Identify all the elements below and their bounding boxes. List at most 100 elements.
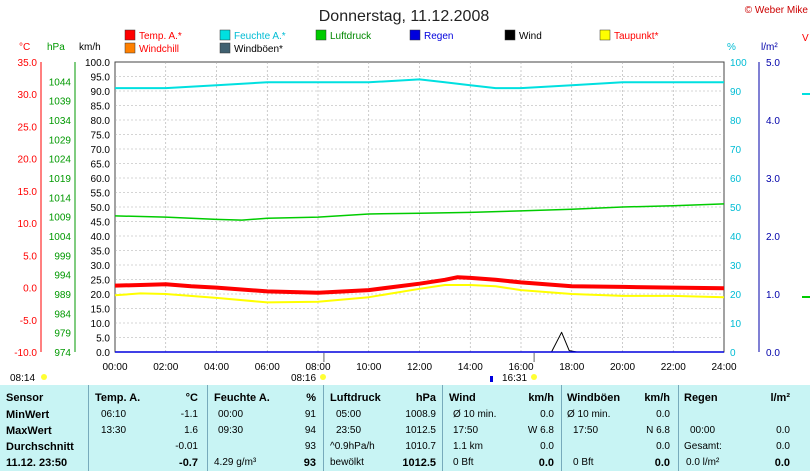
legend-label: Wind bbox=[519, 31, 542, 42]
rain-total: 0.0 bbox=[776, 441, 790, 452]
temp-tick: -10.0 bbox=[14, 348, 37, 359]
table-divider bbox=[207, 385, 208, 471]
temp-max: 1.6 bbox=[184, 425, 198, 436]
rain-tick: 5.0 bbox=[766, 58, 780, 69]
press-tick: 984 bbox=[54, 309, 71, 320]
press-tick: 989 bbox=[54, 290, 71, 301]
press-header: Luftdruck bbox=[330, 392, 381, 404]
table-divider bbox=[442, 385, 443, 471]
hum-tick: 10 bbox=[730, 319, 742, 330]
wind-tick: 45.0 bbox=[91, 218, 111, 229]
legend-swatch bbox=[124, 42, 136, 54]
wind-axis-unit: km/h bbox=[79, 42, 101, 53]
press-tick: 1039 bbox=[49, 97, 72, 108]
hum-axis-unit: % bbox=[727, 42, 736, 53]
press-unit: hPa bbox=[415, 392, 436, 404]
press-forecast: bewölkt bbox=[330, 457, 364, 468]
wind-current: 0.0 bbox=[538, 457, 554, 469]
press-min-time: 05:00 bbox=[336, 409, 362, 420]
legend-label: Luftdruck bbox=[330, 31, 372, 42]
wind-header: Wind bbox=[449, 392, 476, 404]
rain-total-label: Gesamt: bbox=[684, 441, 722, 452]
table-divider bbox=[88, 385, 89, 471]
gust-max-time: 17:50 bbox=[573, 425, 599, 436]
gust-unit: km/h bbox=[644, 392, 670, 404]
x-tick: 08:00 bbox=[305, 362, 330, 373]
temp-tick: -5.0 bbox=[20, 316, 38, 327]
temp-tick: 15.0 bbox=[18, 187, 38, 198]
hum-avg: 93 bbox=[304, 441, 316, 452]
legend-swatch bbox=[219, 29, 231, 41]
x-tick: 22:00 bbox=[661, 362, 686, 373]
series-line bbox=[115, 78, 724, 90]
temp-tick: 35.0 bbox=[18, 58, 38, 69]
press-trend: ^0.9hPa/h bbox=[330, 441, 375, 452]
legend-swatch bbox=[219, 42, 231, 54]
hum-tick: 0 bbox=[730, 348, 736, 359]
rain-marker bbox=[490, 376, 493, 382]
x-tick: 12:00 bbox=[407, 362, 432, 373]
sun-icon bbox=[41, 374, 47, 380]
sun-markers: 08:14 08:16 16:31 bbox=[10, 353, 537, 384]
hum-tick: 60 bbox=[730, 174, 742, 185]
legend-label: Regen bbox=[424, 31, 453, 42]
press-min: 1008.9 bbox=[405, 409, 436, 420]
temp-tick: 25.0 bbox=[18, 122, 38, 133]
x-tick: 24:00 bbox=[711, 362, 736, 373]
gust-max: N 6.8 bbox=[646, 425, 670, 436]
rain-tick: 3.0 bbox=[766, 174, 780, 185]
gust-header: Windböen bbox=[567, 392, 621, 404]
credit-label: © Weber Mike bbox=[745, 5, 809, 16]
legend-swatch bbox=[315, 29, 327, 41]
wind-tick: 90.0 bbox=[91, 87, 111, 98]
table-divider bbox=[323, 385, 324, 471]
rain-tick: 4.0 bbox=[766, 116, 780, 127]
hum-min: 91 bbox=[304, 409, 316, 420]
chart-series bbox=[114, 78, 725, 353]
legend-label: Windchill bbox=[139, 44, 179, 55]
x-tick: 14:00 bbox=[458, 362, 483, 373]
legend-swatch bbox=[599, 29, 611, 41]
wind-tick: 65.0 bbox=[91, 160, 111, 171]
x-tick: 16:00 bbox=[508, 362, 533, 373]
rain-current: 0.0 bbox=[774, 457, 790, 469]
wind-tick: 5.0 bbox=[96, 334, 110, 345]
press-tick: 1044 bbox=[49, 77, 72, 88]
wind-tick: 70.0 bbox=[91, 145, 111, 156]
gust-current: 0.0 bbox=[654, 457, 670, 469]
gust-avg: 0.0 bbox=[656, 441, 670, 452]
hum-absolute: 4.29 g/m³ bbox=[214, 457, 257, 468]
temp-tick: 20.0 bbox=[18, 155, 38, 166]
wind-tick: 25.0 bbox=[91, 276, 111, 287]
rain-unit: l/m² bbox=[770, 392, 790, 404]
press-tick: 974 bbox=[54, 348, 71, 359]
series-line bbox=[114, 284, 725, 304]
temp-unit: °C bbox=[185, 392, 198, 404]
row-label-avg: Durchschnitt bbox=[6, 441, 74, 453]
rain-axis-unit: l/m² bbox=[761, 42, 778, 53]
rain-max-time: 00:00 bbox=[690, 425, 716, 436]
wind-tick: 60.0 bbox=[91, 174, 111, 185]
temp-header: Temp. A. bbox=[95, 392, 141, 404]
wind-tick: 95.0 bbox=[91, 73, 111, 84]
legend-swatch bbox=[409, 29, 421, 41]
gust-bft: 0 Bft bbox=[573, 457, 594, 468]
temp-tick: 10.0 bbox=[18, 219, 38, 230]
weather-chart: Donnerstag, 11.12.2008 © Weber Mike Temp… bbox=[10, 5, 810, 384]
x-tick: 04:00 bbox=[204, 362, 229, 373]
press-tick: 1019 bbox=[49, 174, 72, 185]
wind-unit: km/h bbox=[528, 392, 554, 404]
wind-tick: 0.0 bbox=[96, 348, 110, 359]
press-tick: 1014 bbox=[49, 193, 72, 204]
gust-avg-label: Ø 10 min. bbox=[567, 409, 611, 420]
sun-icon bbox=[320, 374, 326, 380]
row-label-min: MinWert bbox=[6, 409, 50, 421]
legend-label: Temp. A.* bbox=[139, 31, 182, 42]
wind-distance-value: 0.0 bbox=[540, 441, 554, 452]
wind-distance: 1.1 km bbox=[453, 441, 484, 452]
temp-tick: 5.0 bbox=[23, 251, 37, 262]
press-tick: 1004 bbox=[49, 232, 72, 243]
series-line bbox=[114, 275, 725, 295]
wind-tick: 100.0 bbox=[85, 58, 110, 69]
wind-tick: 80.0 bbox=[91, 116, 111, 127]
